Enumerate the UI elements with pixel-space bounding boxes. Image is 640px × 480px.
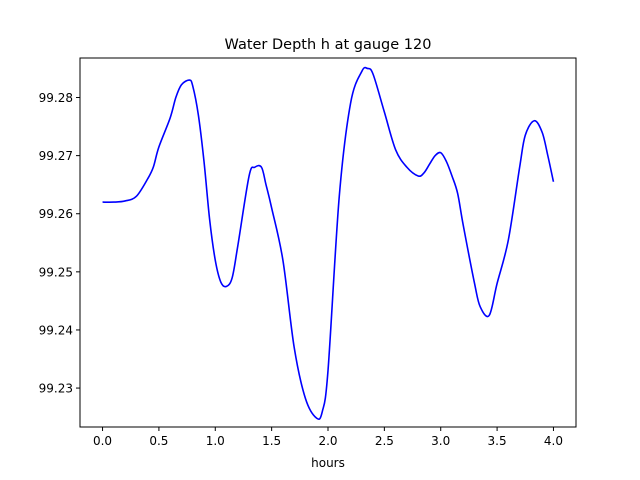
y-tick-label: 99.28	[39, 91, 73, 105]
x-tick-label: 4.0	[544, 434, 563, 448]
x-axis-ticks: 0.0 0.5 1.0 1.5 2.0 2.5 3.0 3.5 4.0	[93, 427, 563, 448]
chart-title: Water Depth h at gauge 120	[225, 37, 432, 53]
y-tick-label: 99.27	[39, 149, 73, 163]
x-tick-label: 1.0	[206, 434, 225, 448]
series-line	[102, 66, 555, 420]
plot-area-frame	[79, 57, 577, 428]
x-tick-label: 0.0	[93, 434, 112, 448]
x-tick-label: 3.0	[431, 434, 450, 448]
x-tick-label: 2.5	[375, 434, 394, 448]
x-tick-label: 0.5	[149, 434, 168, 448]
y-axis-ticks: 99.23 99.24 99.25 99.26 99.27 99.28	[39, 91, 80, 396]
y-tick-label: 99.24	[39, 323, 73, 337]
y-tick-label: 99.26	[39, 207, 73, 221]
x-axis-label: hours	[311, 456, 345, 470]
x-tick-label: 3.5	[488, 434, 507, 448]
y-tick-label: 99.23	[39, 382, 73, 396]
y-tick-label: 99.25	[39, 265, 73, 279]
x-tick-label: 1.5	[262, 434, 281, 448]
x-tick-label: 2.0	[318, 434, 337, 448]
